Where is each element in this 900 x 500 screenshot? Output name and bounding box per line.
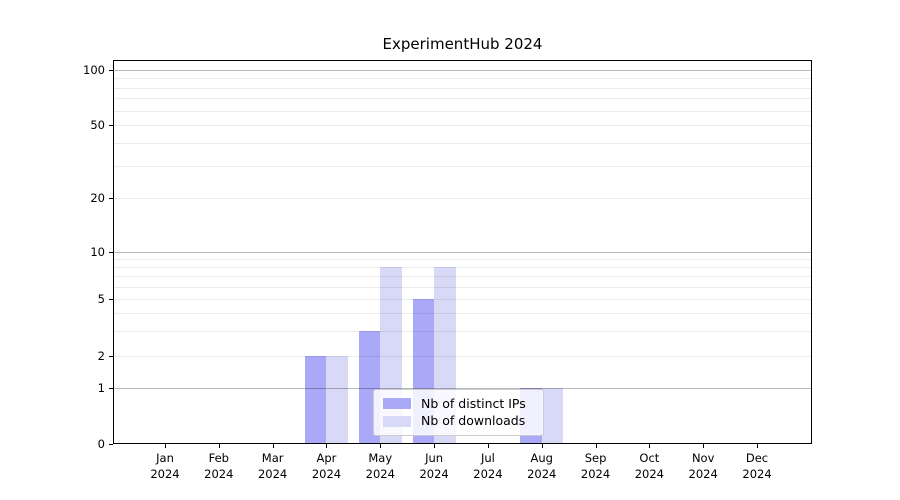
gridline-50 [114, 125, 811, 126]
x-tick-mark-apr [326, 444, 327, 448]
y-tick-label-50: 50 [90, 118, 105, 132]
x-tick-mark-dec [757, 444, 758, 448]
legend-swatch-distinct-ips [383, 398, 411, 410]
x-tick-label-feb: Feb 2024 [204, 451, 234, 481]
y-tick-mark-2 [109, 356, 113, 357]
x-tick-label-jun: Jun 2024 [419, 451, 449, 481]
y-tick-label-100: 100 [83, 63, 105, 77]
gridline-100 [114, 70, 811, 71]
gridline-2 [114, 356, 811, 357]
gridline-6 [114, 287, 811, 288]
x-tick-label-sep: Sep 2024 [580, 451, 611, 481]
x-tick-mark-feb [219, 444, 220, 448]
y-tick-label-20: 20 [90, 191, 105, 205]
gridline-9 [114, 259, 811, 260]
x-tick-label-may: May 2024 [365, 451, 395, 481]
gridline-3 [114, 331, 811, 332]
x-tick-mark-jan [165, 444, 166, 448]
y-tick-mark-10 [109, 252, 113, 253]
x-tick-label-jul: Jul 2024 [473, 451, 503, 481]
legend-item-downloads: Nb of downloads [383, 414, 534, 428]
x-tick-label-nov: Nov 2024 [688, 451, 718, 481]
y-tick-label-0: 0 [97, 437, 105, 451]
x-tick-label-aug: Aug 2024 [527, 451, 557, 481]
bar-ips-apr [304, 356, 327, 444]
legend-swatch-downloads [383, 415, 411, 427]
y-tick-label-10: 10 [90, 245, 105, 259]
gridline-30 [114, 166, 811, 167]
legend-item-distinct-ips: Nb of distinct IPs [383, 395, 534, 411]
gridline-7 [114, 276, 811, 277]
gridline-20 [114, 198, 811, 199]
gridline-4 [114, 313, 811, 314]
x-tick-mark-jun [434, 444, 435, 448]
gridline-80 [114, 88, 811, 89]
gridline-90 [114, 78, 811, 79]
x-tick-label-oct: Oct 2024 [634, 451, 665, 481]
x-tick-label-jan: Jan 2024 [150, 451, 180, 481]
y-tick-label-1: 1 [97, 381, 105, 395]
gridline-1 [114, 388, 811, 389]
x-tick-mark-oct [649, 444, 650, 448]
gridline-70 [114, 98, 811, 99]
y-tick-mark-5 [109, 299, 113, 300]
gridline-10 [114, 252, 811, 253]
gridline-40 [114, 143, 811, 144]
y-tick-mark-1 [109, 388, 113, 389]
bar-downloads-apr [326, 356, 348, 444]
chart-title: ExperimentHub 2024 [382, 35, 543, 53]
x-tick-label-mar: Mar 2024 [257, 451, 288, 481]
x-tick-mark-jul [488, 444, 489, 448]
y-tick-mark-100 [109, 70, 113, 71]
x-tick-mark-aug [542, 444, 543, 448]
gridline-60 [114, 111, 811, 112]
y-tick-label-5: 5 [97, 292, 105, 306]
y-tick-mark-0 [109, 444, 113, 445]
y-tick-mark-50 [109, 125, 113, 126]
x-tick-mark-mar [273, 444, 274, 448]
y-tick-mark-20 [109, 198, 113, 199]
bar-downloads-aug [541, 388, 564, 444]
y-tick-label-2: 2 [97, 349, 105, 363]
x-tick-label-apr: Apr 2024 [311, 451, 342, 481]
legend-label-downloads: Nb of downloads [421, 413, 526, 429]
x-tick-mark-nov [703, 444, 704, 448]
x-tick-mark-sep [596, 444, 597, 448]
legend-label-distinct-ips: Nb of distinct IPs [421, 395, 526, 411]
x-tick-label-dec: Dec 2024 [742, 451, 772, 481]
x-tick-mark-may [380, 444, 381, 448]
gridline-5 [114, 299, 811, 300]
legend: Nb of distinct IPs Nb of downloads [373, 389, 544, 436]
gridline-8 [114, 267, 811, 268]
